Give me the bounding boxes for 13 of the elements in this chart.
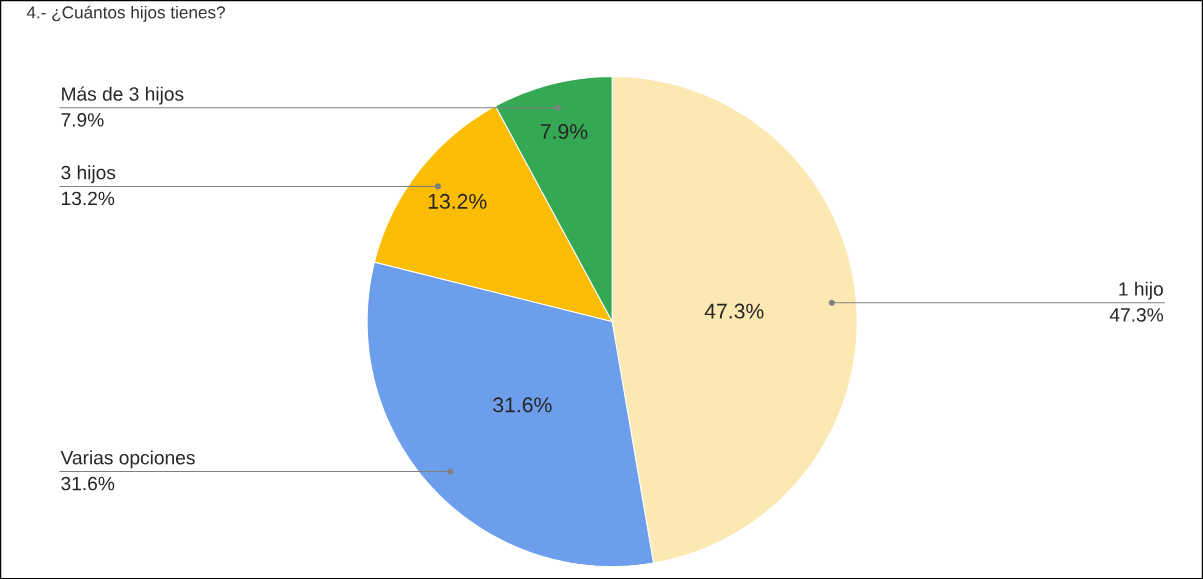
text: 31.6% bbox=[61, 476, 115, 491]
data-label: 31.6% bbox=[493, 397, 552, 413]
data-label: 7.9% bbox=[540, 123, 588, 139]
data-label: 13.2% bbox=[428, 193, 487, 209]
slice-label: Más de 3 hijos bbox=[62, 86, 184, 105]
slice-label: 1 hijo bbox=[1119, 281, 1163, 300]
text: 47.3% bbox=[1109, 307, 1164, 322]
text: 13.2% bbox=[62, 191, 115, 206]
slice-label: 3 hijos bbox=[61, 165, 116, 183]
chart-title: 4.- ¿Cuántos hijos tienes? bbox=[26, 5, 225, 22]
slice-label: Varias opciones bbox=[60, 450, 195, 469]
data-label: 47.3% bbox=[704, 303, 764, 319]
text: 7.9% bbox=[61, 112, 104, 127]
